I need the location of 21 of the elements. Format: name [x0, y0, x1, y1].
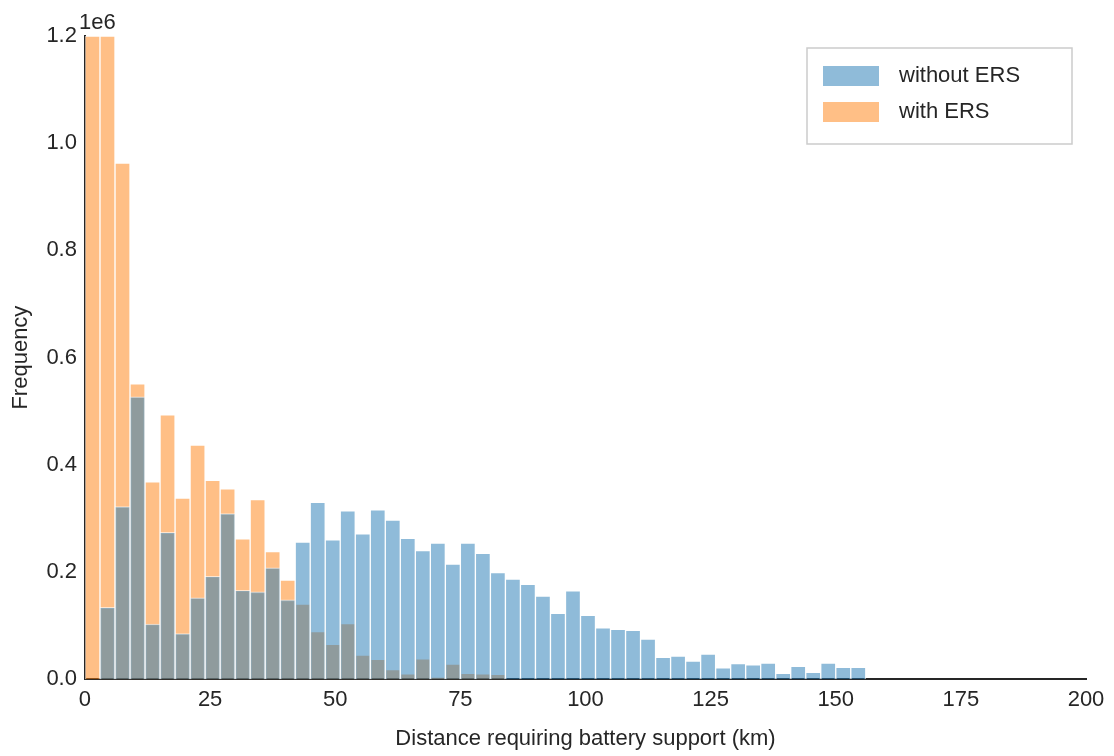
legend-label: without ERS: [898, 62, 1021, 88]
x-axis-title: Distance requiring battery support (km): [395, 724, 776, 750]
x-tick-label: 0: [78, 686, 92, 712]
x-tick-label: 50: [323, 686, 348, 712]
y-tick-label: 0.6: [46, 343, 77, 369]
x-tick-label: 75: [448, 686, 473, 712]
x-tick-label: 25: [197, 686, 223, 712]
y-tick-label: 0.8: [46, 236, 77, 262]
text: 1e6: [78, 9, 116, 35]
x-tick-label: 200: [1067, 686, 1105, 712]
legend-label: with ERS: [898, 98, 990, 124]
y-tick-label: 1.0: [46, 129, 77, 155]
y-tick-label: 0.4: [46, 450, 77, 476]
y-axis-title: Frequency: [7, 305, 33, 410]
y-tick-label: 0.2: [46, 558, 77, 584]
x-tick-label: 175: [942, 686, 980, 712]
x-tick-label: 125: [692, 686, 729, 712]
x-tick-label: 150: [817, 686, 855, 712]
y-tick-label: 1.2: [46, 22, 77, 48]
x-tick-label: 100: [567, 686, 604, 712]
y-tick-label: 0.0: [46, 665, 77, 691]
